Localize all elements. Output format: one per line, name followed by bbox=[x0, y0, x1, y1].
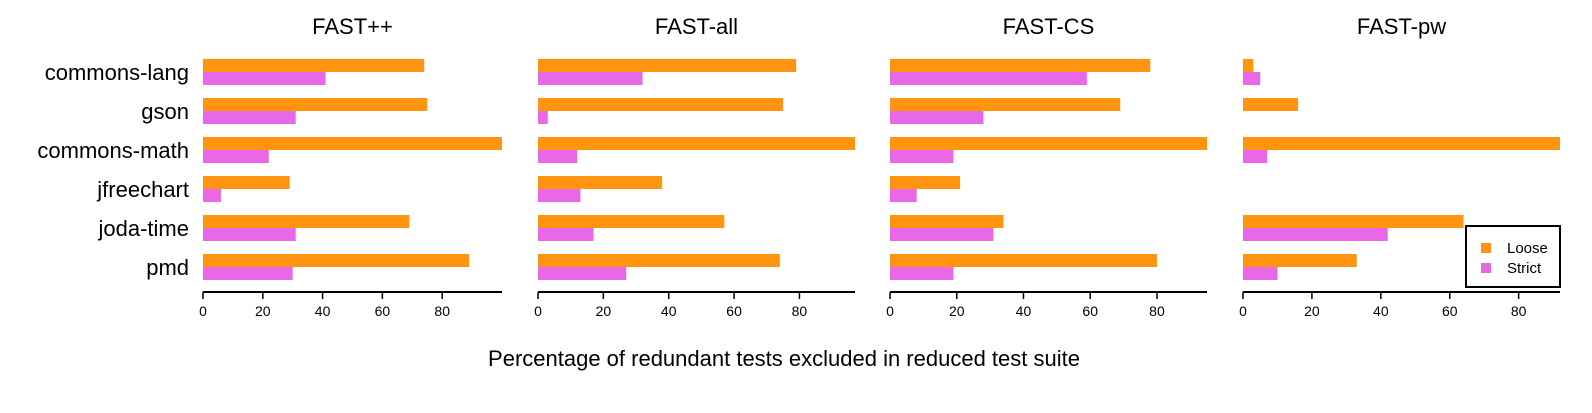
bar-strict bbox=[203, 111, 296, 124]
x-tick-label: 60 bbox=[726, 303, 742, 319]
x-tick-label: 20 bbox=[596, 303, 612, 319]
bar-strict bbox=[538, 150, 578, 163]
bar-strict bbox=[538, 111, 548, 124]
x-axis-title: Percentage of redundant tests excluded i… bbox=[488, 346, 1080, 371]
category-label: jfreechart bbox=[96, 177, 189, 202]
x-tick-label: 80 bbox=[1149, 303, 1165, 319]
legend-box bbox=[1465, 225, 1561, 288]
x-tick-label: 20 bbox=[1304, 303, 1320, 319]
bar-strict bbox=[890, 111, 984, 124]
category-label: joda-time bbox=[98, 216, 189, 241]
x-tick-label: 60 bbox=[1082, 303, 1098, 319]
bar-loose bbox=[1243, 59, 1254, 72]
x-tick-label: 0 bbox=[199, 303, 207, 319]
bar-loose bbox=[538, 176, 663, 189]
panel-title: FAST++ bbox=[312, 14, 393, 39]
bar-strict bbox=[1243, 150, 1268, 163]
bar-loose bbox=[203, 215, 410, 228]
bar-loose bbox=[890, 137, 1207, 150]
x-tick-label: 80 bbox=[1511, 303, 1527, 319]
panel-title: FAST-all bbox=[655, 14, 738, 39]
bar-strict bbox=[538, 72, 643, 85]
bar-strict bbox=[203, 150, 269, 163]
bar-loose bbox=[203, 176, 290, 189]
bar-strict bbox=[203, 267, 293, 280]
bar-loose bbox=[538, 137, 855, 150]
bar-strict bbox=[538, 267, 627, 280]
bar-strict bbox=[538, 228, 594, 241]
x-tick-label: 60 bbox=[1442, 303, 1458, 319]
x-tick-label: 40 bbox=[1373, 303, 1389, 319]
x-tick-label: 80 bbox=[792, 303, 808, 319]
x-tick-label: 40 bbox=[315, 303, 331, 319]
x-tick-label: 0 bbox=[1239, 303, 1247, 319]
category-label: commons-math bbox=[37, 138, 189, 163]
bar-strict bbox=[890, 150, 954, 163]
bar-loose bbox=[890, 59, 1151, 72]
bar-strict bbox=[203, 72, 326, 85]
bar-loose bbox=[538, 254, 780, 267]
x-tick-label: 20 bbox=[949, 303, 965, 319]
bar-loose bbox=[1243, 215, 1464, 228]
bar-strict bbox=[538, 189, 581, 202]
bar-strict bbox=[890, 72, 1087, 85]
bar-loose bbox=[890, 98, 1121, 111]
x-tick-label: 80 bbox=[434, 303, 450, 319]
bar-strict bbox=[1243, 267, 1278, 280]
bar-strict bbox=[890, 189, 917, 202]
bar-loose bbox=[203, 59, 425, 72]
legend-label-strict: Strict bbox=[1507, 260, 1542, 277]
bar-strict bbox=[203, 228, 296, 241]
bar-loose bbox=[203, 254, 470, 267]
legend-swatch-loose bbox=[1481, 243, 1491, 253]
bar-strict bbox=[1243, 72, 1261, 85]
x-tick-label: 0 bbox=[534, 303, 542, 319]
bar-strict bbox=[890, 267, 954, 280]
panel-title: FAST-pw bbox=[1357, 14, 1446, 39]
bar-strict bbox=[890, 228, 994, 241]
bar-loose bbox=[203, 137, 502, 150]
x-tick-label: 40 bbox=[1016, 303, 1032, 319]
legend-label-loose: Loose bbox=[1507, 240, 1548, 257]
bar-loose bbox=[890, 215, 1004, 228]
x-tick-label: 20 bbox=[255, 303, 271, 319]
bar-loose bbox=[538, 215, 725, 228]
bar-loose bbox=[1243, 254, 1357, 267]
bar-loose bbox=[890, 176, 961, 189]
x-tick-label: 40 bbox=[661, 303, 677, 319]
bar-loose bbox=[538, 59, 797, 72]
category-label: gson bbox=[141, 99, 189, 124]
bar-loose bbox=[538, 98, 784, 111]
panel-title: FAST-CS bbox=[1003, 14, 1095, 39]
bar-loose bbox=[890, 254, 1157, 267]
category-label: commons-lang bbox=[45, 60, 189, 85]
x-tick-label: 0 bbox=[886, 303, 894, 319]
category-label: pmd bbox=[146, 255, 189, 280]
bar-loose bbox=[203, 98, 428, 111]
bar-loose bbox=[1243, 98, 1299, 111]
bar-loose bbox=[1243, 137, 1560, 150]
x-tick-label: 60 bbox=[375, 303, 391, 319]
bar-strict bbox=[203, 189, 221, 202]
legend-swatch-strict bbox=[1481, 263, 1491, 273]
bar-strict bbox=[1243, 228, 1388, 241]
